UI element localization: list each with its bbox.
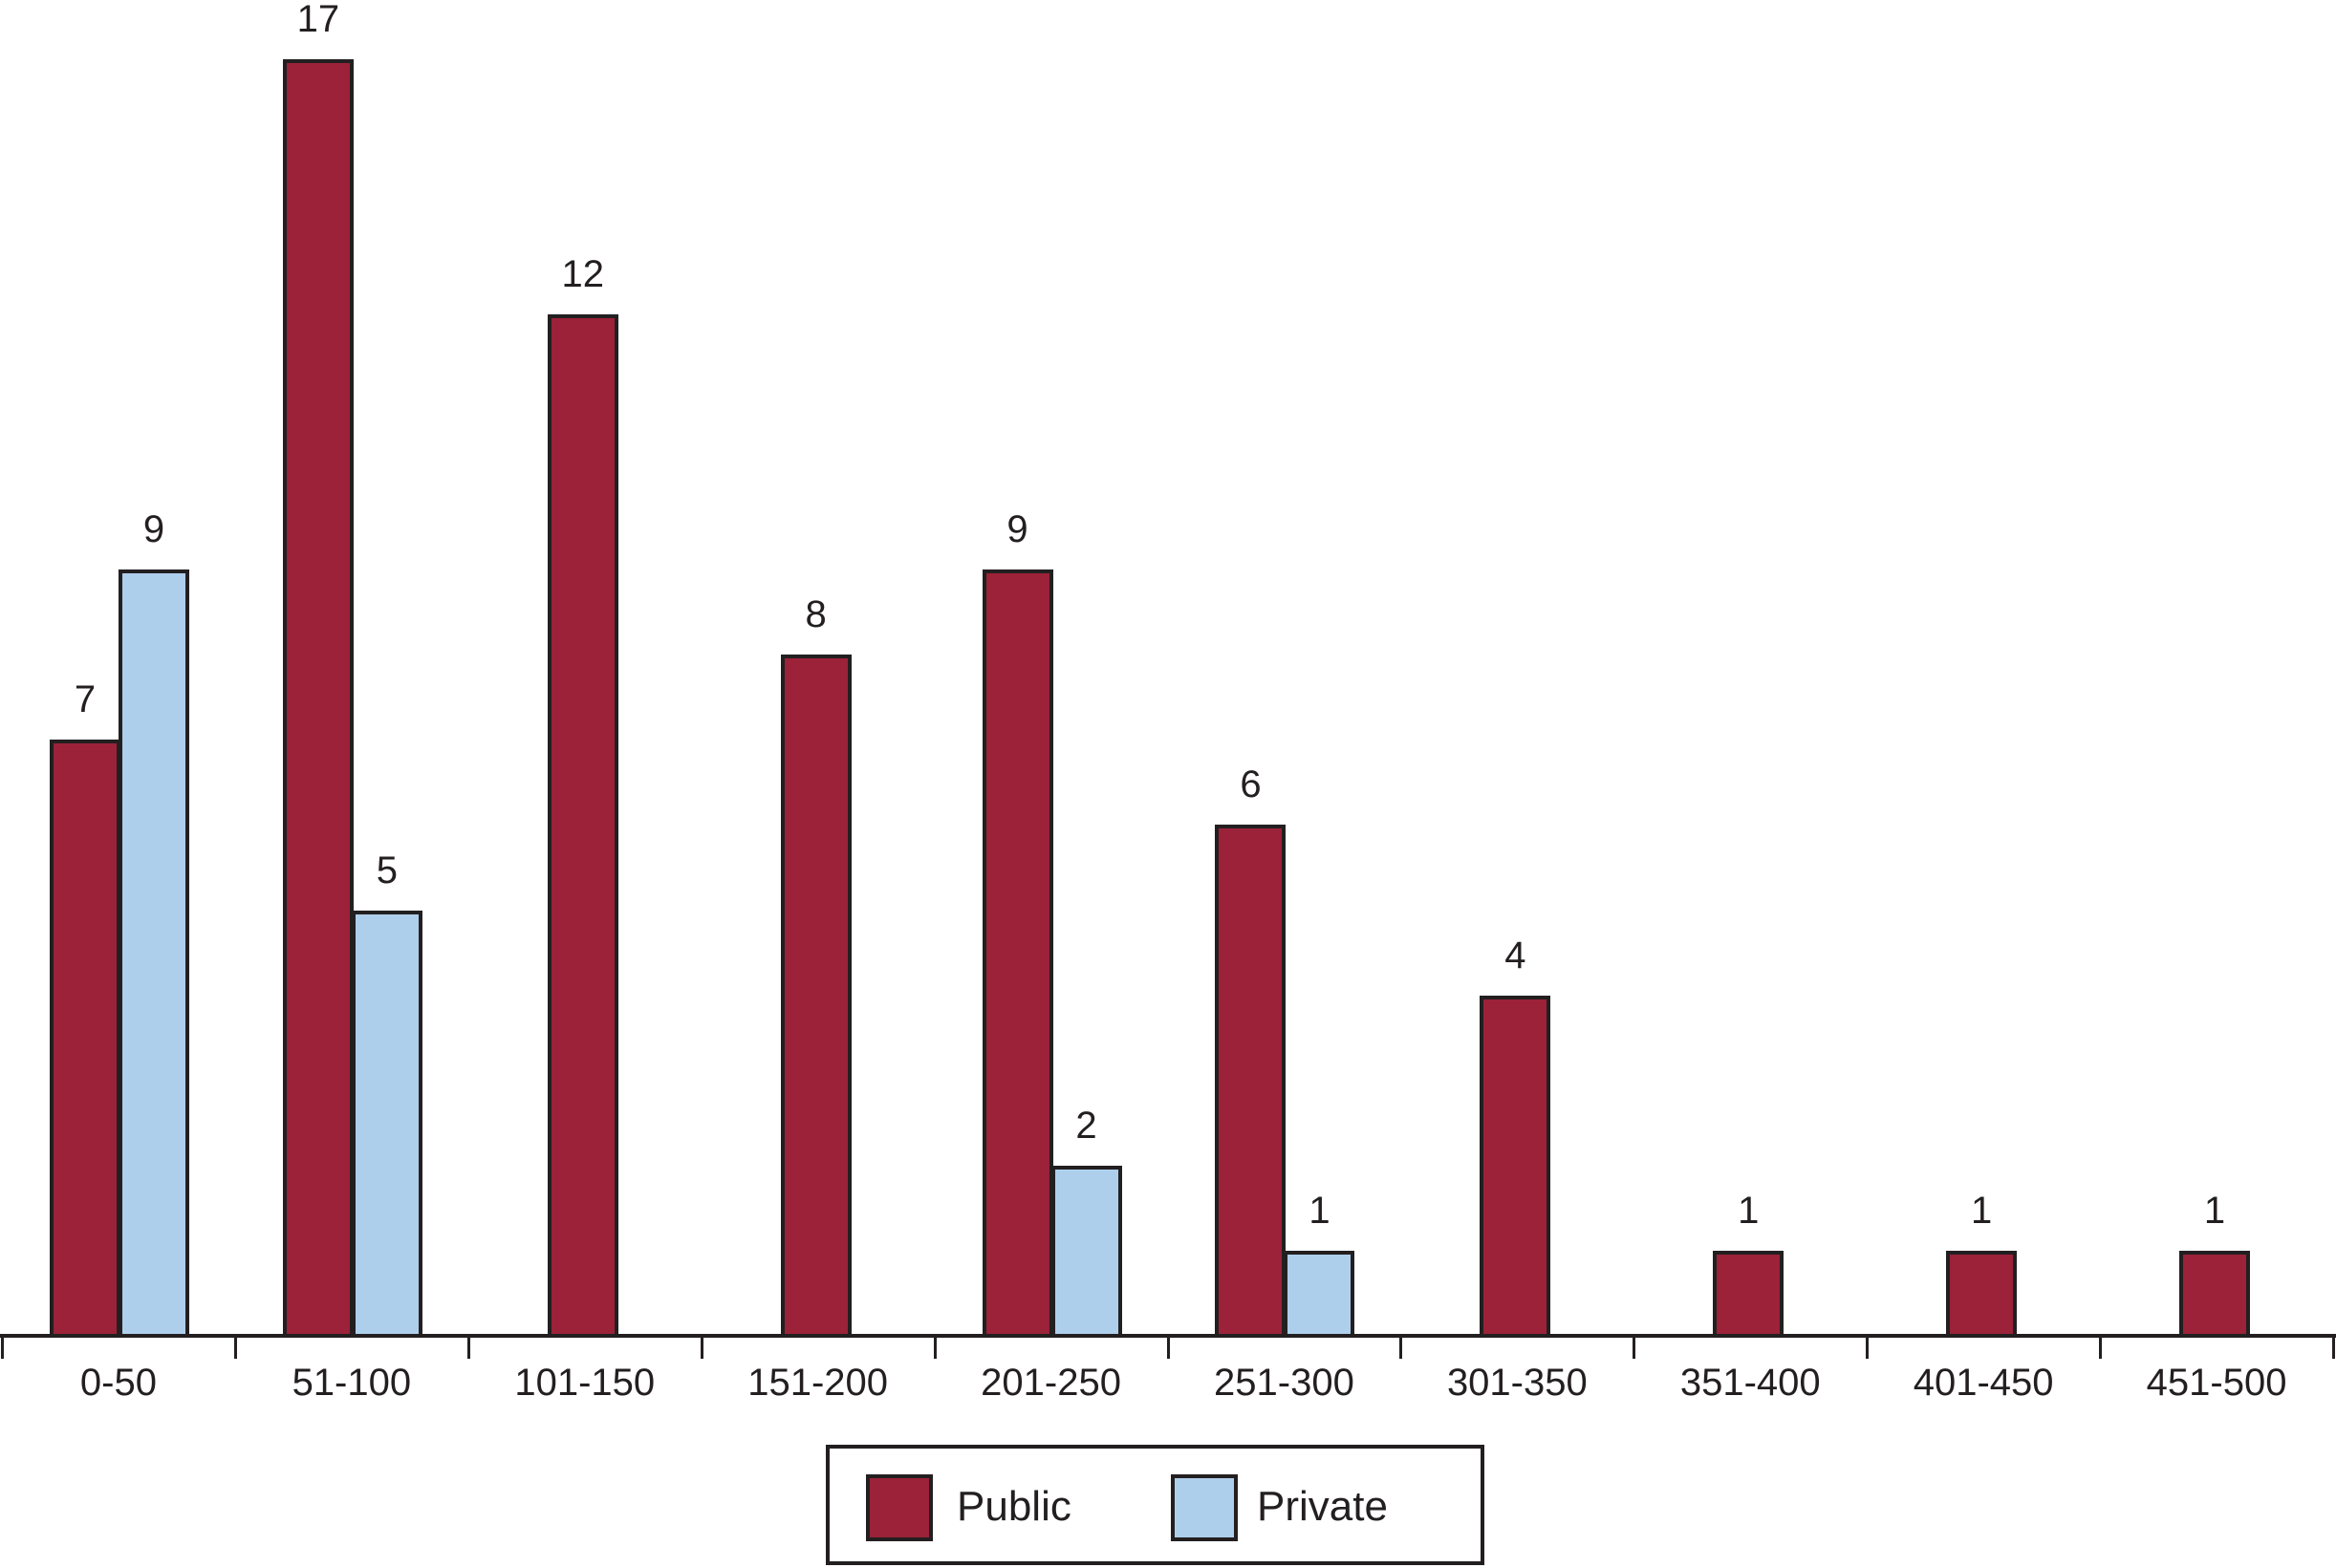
x-axis-tick	[1633, 1334, 1636, 1359]
x-axis-tick	[2332, 1334, 2335, 1359]
data-label: 6	[1240, 763, 1262, 806]
x-axis-tick	[2099, 1334, 2103, 1359]
x-axis-tick	[466, 1334, 470, 1359]
x-axis-label: 251-300	[1214, 1362, 1354, 1404]
data-label: 9	[142, 508, 165, 551]
legend: Public Private	[826, 1445, 1484, 1565]
data-label: 5	[376, 848, 398, 891]
legend-swatch-public	[866, 1474, 933, 1541]
bar-public	[1946, 1250, 2018, 1336]
data-label: 1	[1309, 1189, 1330, 1232]
legend-label-private: Private	[1257, 1483, 1388, 1530]
data-label: 1	[1738, 1189, 1760, 1232]
bar-public	[1215, 825, 1287, 1336]
x-axis-tick	[1166, 1334, 1170, 1359]
data-label: 1	[2203, 1189, 2226, 1232]
x-axis-tick	[933, 1334, 937, 1359]
bar-public	[982, 569, 1053, 1336]
x-axis-label: 351-400	[1679, 1362, 1821, 1404]
data-label: 12	[561, 252, 605, 295]
legend-swatch-private	[1171, 1474, 1238, 1541]
x-axis-tick	[700, 1334, 703, 1359]
x-axis-label: 401-450	[1913, 1362, 2054, 1404]
bar-public	[1713, 1250, 1784, 1336]
bar-public	[49, 740, 120, 1336]
bar-public	[2179, 1250, 2251, 1336]
x-axis-label: 451-500	[2146, 1362, 2287, 1404]
x-axis-label: 301-350	[1446, 1362, 1588, 1404]
data-label: 9	[1006, 508, 1028, 551]
data-label: 8	[805, 593, 827, 636]
x-axis-tick	[1, 1334, 4, 1359]
bar-public	[780, 655, 852, 1336]
data-label: 17	[296, 0, 340, 40]
data-label: 7	[74, 678, 97, 721]
data-label: 2	[1075, 1104, 1097, 1147]
bar-public	[282, 59, 354, 1336]
bar-public	[547, 313, 618, 1336]
legend-label-public: Public	[957, 1483, 1071, 1530]
bar-private	[118, 569, 189, 1336]
bar-public	[1480, 995, 1551, 1336]
x-axis-tick	[1866, 1334, 1870, 1359]
x-axis-tick	[233, 1334, 237, 1359]
data-label: 4	[1504, 934, 1526, 977]
x-axis-label: 101-150	[514, 1362, 656, 1404]
x-axis-tick	[1399, 1334, 1403, 1359]
data-label: 1	[1971, 1189, 1993, 1232]
bar-private	[1050, 1165, 1122, 1336]
x-axis-label: 201-250	[981, 1362, 1121, 1404]
bar-private	[351, 910, 422, 1336]
bar-private	[1284, 1250, 1355, 1336]
x-axis-label: 151-200	[747, 1362, 889, 1404]
x-axis-label: 51-100	[292, 1362, 412, 1404]
x-axis-label: 0-50	[79, 1362, 157, 1404]
